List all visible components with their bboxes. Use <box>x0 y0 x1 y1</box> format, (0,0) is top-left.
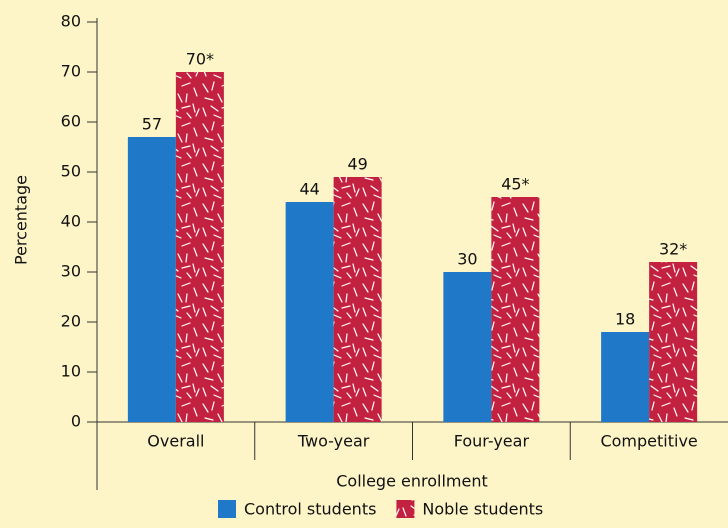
bar <box>285 202 334 422</box>
y-tick-label: 50 <box>61 162 81 181</box>
value-label: 18 <box>615 310 635 329</box>
y-tick-label: 80 <box>61 12 81 31</box>
value-label: 44 <box>299 180 319 199</box>
value-label: 32* <box>659 240 687 259</box>
bar-texture <box>649 262 698 422</box>
x-axis-label: College enrollment <box>336 472 488 491</box>
y-tick-label: 20 <box>61 312 81 331</box>
y-axis-label: Percentage <box>12 175 31 265</box>
bar <box>127 137 176 422</box>
y-tick-label: 30 <box>61 262 81 281</box>
bar <box>601 332 650 422</box>
value-label: 70* <box>186 50 214 69</box>
value-label: 30 <box>457 250 477 269</box>
y-tick-label: 70 <box>61 62 81 81</box>
x-tick-label: Two-year <box>297 432 370 451</box>
x-tick-label: Competitive <box>600 432 697 451</box>
x-tick-label: Overall <box>147 432 204 451</box>
y-tick-label: 40 <box>61 212 81 231</box>
legend-swatch-texture <box>396 500 415 518</box>
y-tick-label: 60 <box>61 112 81 131</box>
y-tick-label: 10 <box>61 362 81 381</box>
value-label: 57 <box>142 115 162 134</box>
bar <box>443 272 492 422</box>
bar-texture <box>175 72 224 422</box>
value-label: 45* <box>501 175 529 194</box>
legend-swatch <box>218 500 236 518</box>
value-label: 49 <box>347 155 367 174</box>
x-tick-label: Four-year <box>454 432 530 451</box>
y-tick-label: 0 <box>71 412 81 431</box>
bar-texture <box>333 177 382 422</box>
legend-label: Noble students <box>422 500 543 519</box>
legend-label: Control students <box>244 500 376 519</box>
bar-texture <box>491 197 540 422</box>
